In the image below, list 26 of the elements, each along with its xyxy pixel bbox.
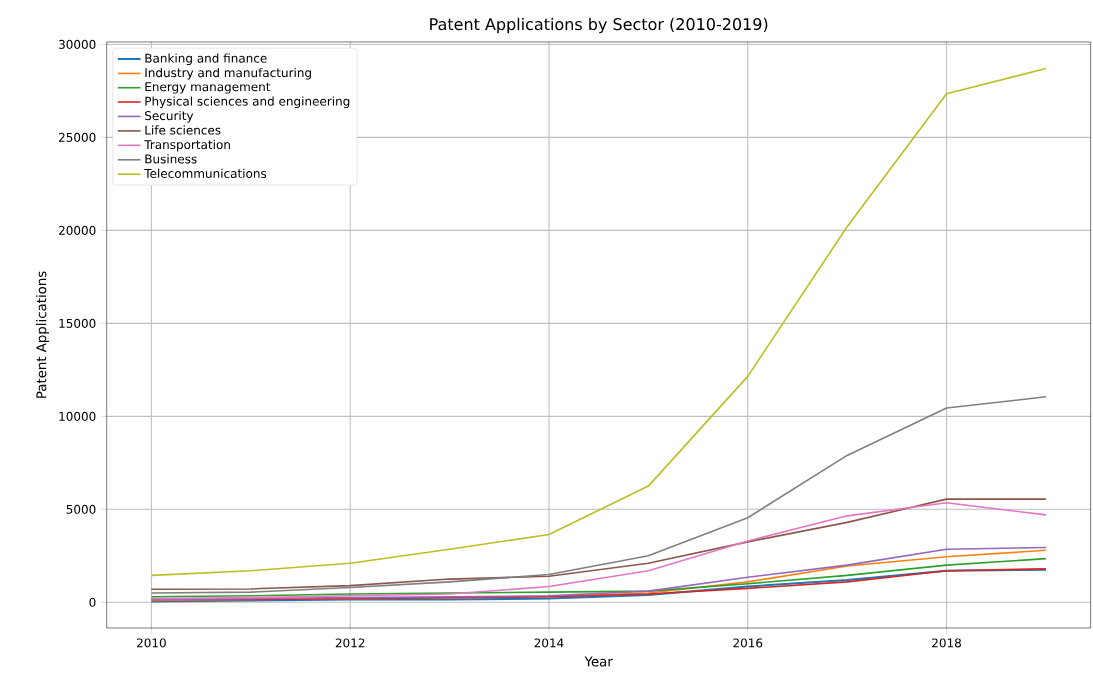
y-axis-title: Patent Applications (36, 271, 49, 398)
x-tick-label: 2016 (733, 638, 763, 648)
chart-title: Patent Applications by Sector (2010-2019) (430, 17, 768, 34)
y-tick-label: 30000 (59, 39, 96, 49)
line-series (150, 557, 1047, 598)
y-tick-label: 20000 (58, 225, 96, 235)
y-tick-label: 10000 (59, 411, 96, 421)
legend-label: Life sciences (145, 125, 221, 135)
legend-label: Industry and manufacturing (145, 67, 311, 80)
legend-label: Business (145, 154, 197, 164)
x-tick-label: 2014 (534, 638, 564, 648)
legend-label: Banking and finance (145, 53, 267, 66)
y-tick-label: 25000 (58, 132, 96, 142)
legend-label: Security (145, 110, 194, 123)
legend-label: Telecommunications (144, 168, 267, 178)
legend-label: Transportation (144, 139, 230, 152)
x-tick-label: 2010 (137, 638, 166, 648)
x-tick-label: 2018 (932, 638, 961, 648)
legend-label: Energy management (145, 82, 271, 94)
line-series (150, 396, 1047, 594)
y-tick-label: 0 (89, 597, 96, 607)
y-tick-label: 5000 (66, 504, 96, 514)
x-tick-label: 2012 (335, 638, 365, 648)
x-axis-title: Year (584, 656, 613, 667)
legend-label: Physical sciences and engineering (145, 96, 350, 109)
y-tick-label: 15000 (59, 318, 96, 328)
